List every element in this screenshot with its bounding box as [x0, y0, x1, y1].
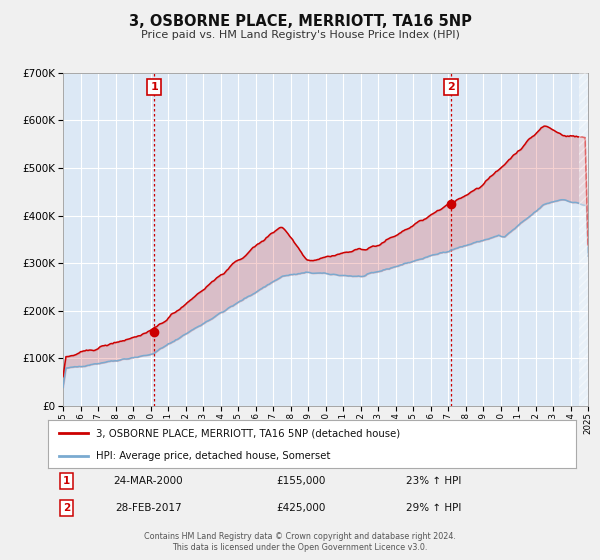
- Text: £155,000: £155,000: [277, 477, 326, 486]
- Text: 2: 2: [63, 503, 70, 514]
- Text: Contains HM Land Registry data © Crown copyright and database right 2024.: Contains HM Land Registry data © Crown c…: [144, 532, 456, 541]
- Text: 2: 2: [447, 82, 455, 92]
- Text: HPI: Average price, detached house, Somerset: HPI: Average price, detached house, Some…: [95, 451, 330, 461]
- Text: 24-MAR-2000: 24-MAR-2000: [113, 477, 183, 486]
- Text: Price paid vs. HM Land Registry's House Price Index (HPI): Price paid vs. HM Land Registry's House …: [140, 30, 460, 40]
- Text: 23% ↑ HPI: 23% ↑ HPI: [406, 477, 461, 486]
- Text: 3, OSBORNE PLACE, MERRIOTT, TA16 5NP: 3, OSBORNE PLACE, MERRIOTT, TA16 5NP: [128, 14, 472, 29]
- Text: This data is licensed under the Open Government Licence v3.0.: This data is licensed under the Open Gov…: [172, 543, 428, 552]
- Text: 3, OSBORNE PLACE, MERRIOTT, TA16 5NP (detached house): 3, OSBORNE PLACE, MERRIOTT, TA16 5NP (de…: [95, 428, 400, 438]
- Text: 1: 1: [63, 477, 70, 486]
- Text: 29% ↑ HPI: 29% ↑ HPI: [406, 503, 461, 514]
- Text: £425,000: £425,000: [277, 503, 326, 514]
- Text: 1: 1: [151, 82, 158, 92]
- Text: 28-FEB-2017: 28-FEB-2017: [115, 503, 182, 514]
